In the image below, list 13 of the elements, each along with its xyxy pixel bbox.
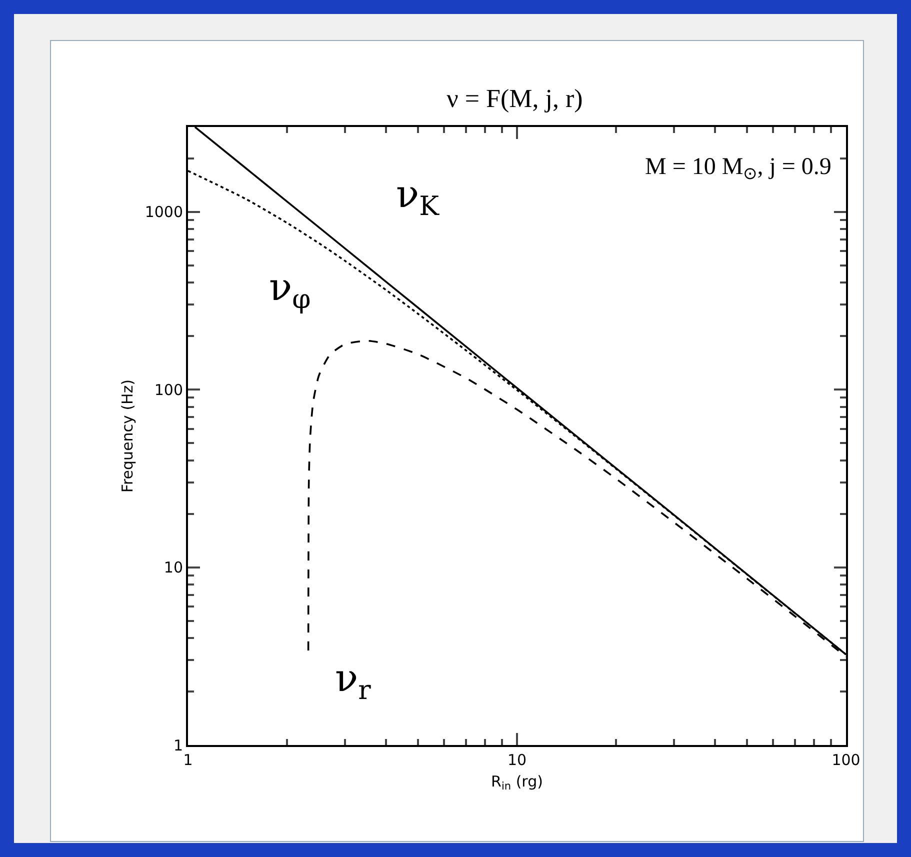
series-label: ν$_{φ}$ — [269, 265, 311, 315]
y-tick-label: 1 — [173, 736, 183, 754]
y-axis-title: Frequency (Hz) — [118, 379, 137, 493]
x-tick-label: 10 — [507, 751, 527, 769]
y-tick-label: 10 — [164, 558, 183, 577]
x-axis-title: R$_{in}$ (rg) — [491, 772, 543, 793]
chart-title: ν = F(M, j, r) — [446, 84, 583, 114]
series-label: ν$_{K}$ — [396, 172, 440, 222]
y-tick-label: 1000 — [144, 203, 183, 222]
x-tick-label: 100 — [832, 751, 860, 769]
y-tick-label: 100 — [154, 380, 183, 399]
series-label: ν$_{r}$ — [335, 656, 372, 706]
annotation: M = 10 M$_{⊙}$, j = 0.9 — [645, 154, 832, 184]
